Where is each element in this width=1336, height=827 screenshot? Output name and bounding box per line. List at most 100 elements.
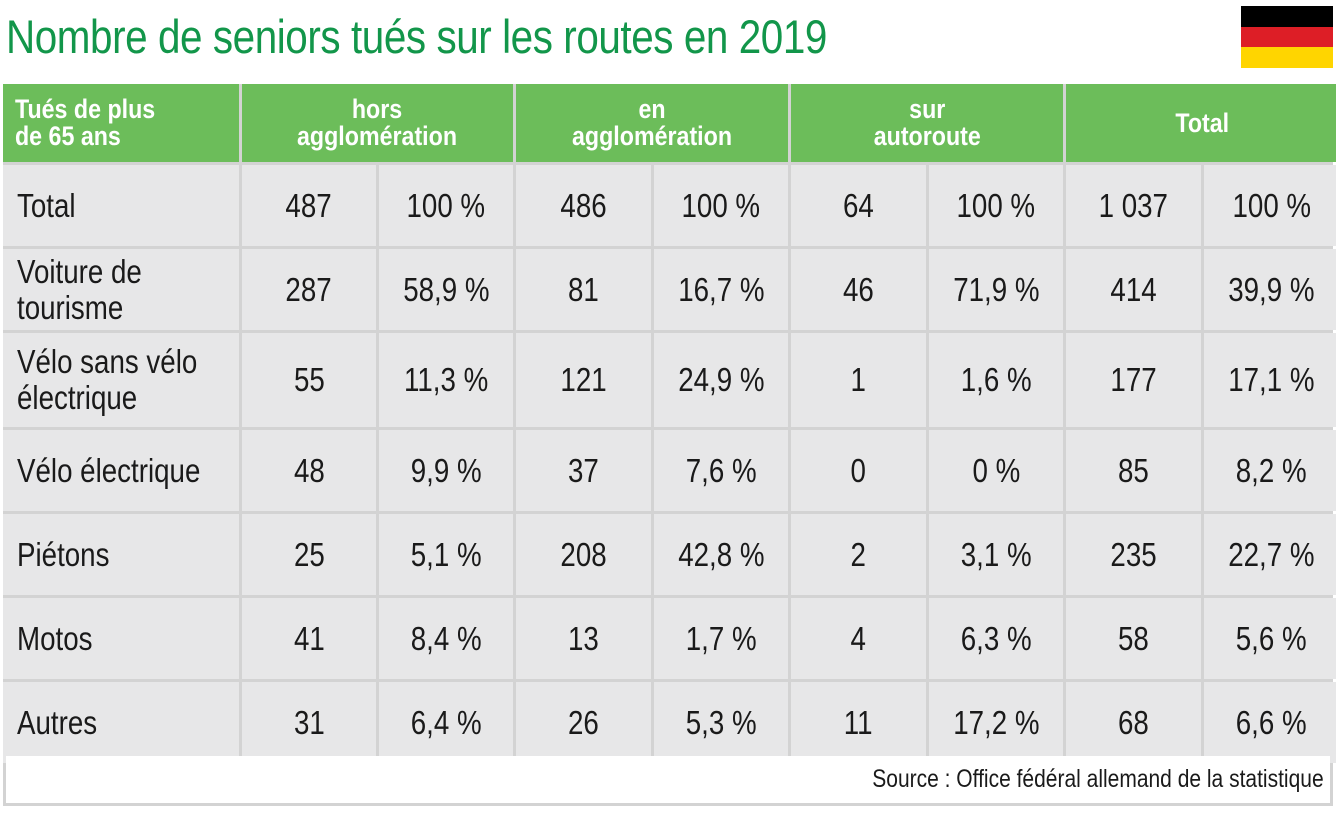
- count-cell: 13: [516, 598, 651, 679]
- count-value: 58: [1118, 619, 1149, 657]
- percent-value: 42,8 %: [677, 535, 765, 573]
- header-group-hors-agglomeration: hors agglomération: [242, 84, 513, 162]
- percent-cell: 5,1 %: [379, 514, 513, 595]
- row-label: Piétons: [17, 535, 110, 573]
- percent-value: 100 %: [406, 186, 486, 224]
- percent-value: 8,2 %: [1236, 451, 1307, 489]
- row-label: Vélo électrique: [17, 451, 201, 489]
- header-group-label: hors agglomération: [297, 94, 458, 151]
- percent-cell: 100 %: [654, 165, 788, 246]
- percent-value: 5,3 %: [685, 703, 757, 741]
- count-value: 235: [1110, 535, 1157, 573]
- header-group-label: en agglomération: [572, 94, 732, 151]
- percent-value: 9,9 %: [410, 451, 482, 489]
- german-flag-icon: [1241, 6, 1333, 69]
- percent-cell: 1,7 %: [654, 598, 788, 679]
- percent-value: 5,1 %: [410, 535, 482, 573]
- count-cell: 2: [791, 514, 926, 595]
- header-first-label: Tués de plus de 65 ans: [15, 94, 156, 151]
- count-cell: 0: [791, 430, 926, 511]
- row-label: Motos: [17, 619, 93, 657]
- row-label-cell: Autres: [3, 682, 239, 763]
- percent-cell: 22,7 %: [1204, 514, 1336, 595]
- count-cell: 177: [1066, 333, 1201, 427]
- count-cell: 46: [791, 249, 926, 330]
- count-cell: 31: [242, 682, 376, 763]
- percent-cell: 11,3 %: [379, 333, 513, 427]
- row-label-cell: Motos: [3, 598, 239, 679]
- flag-stripe-black: [1241, 6, 1333, 27]
- count-cell: 81: [516, 249, 651, 330]
- count-cell: 58: [1066, 598, 1201, 679]
- row-label: Total: [17, 186, 76, 224]
- count-cell: 486: [516, 165, 651, 246]
- count-cell: 235: [1066, 514, 1201, 595]
- percent-cell: 9,9 %: [379, 430, 513, 511]
- count-cell: 414: [1066, 249, 1201, 330]
- count-value: 2: [850, 535, 867, 573]
- count-value: 0: [850, 451, 867, 489]
- percent-value: 100 %: [956, 186, 1036, 224]
- percent-cell: 16,7 %: [654, 249, 788, 330]
- row-label: Vélo sans vélo électrique: [17, 343, 198, 416]
- percent-cell: 0 %: [929, 430, 1063, 511]
- percent-value: 0 %: [972, 451, 1020, 489]
- header-first-column: Tués de plus de 65 ans: [3, 84, 239, 162]
- count-value: 1: [850, 361, 867, 398]
- percent-value: 58,9 %: [402, 270, 490, 308]
- count-cell: 4: [791, 598, 926, 679]
- percent-cell: 6,3 %: [929, 598, 1063, 679]
- header-group-sur-autoroute: sur autoroute: [791, 84, 1063, 162]
- percent-value: 5,6 %: [1236, 619, 1307, 657]
- row-label-cell: Vélo sans vélo électrique: [3, 333, 239, 427]
- percent-cell: 7,6 %: [654, 430, 788, 511]
- percent-value: 6,6 %: [1236, 703, 1307, 741]
- count-cell: 41: [242, 598, 376, 679]
- percent-value: 100 %: [1232, 186, 1311, 224]
- count-value: 48: [293, 451, 325, 489]
- percent-cell: 8,2 %: [1204, 430, 1336, 511]
- percent-value: 6,3 %: [960, 619, 1032, 657]
- count-value: 37: [568, 451, 599, 489]
- count-value: 414: [1110, 270, 1157, 308]
- percent-cell: 42,8 %: [654, 514, 788, 595]
- percent-cell: 17,1 %: [1204, 333, 1336, 427]
- source-note: Source : Office fédéral allemand de la s…: [6, 756, 1330, 803]
- percent-cell: 58,9 %: [379, 249, 513, 330]
- count-value: 486: [560, 186, 607, 224]
- header-group-label: Total: [1175, 107, 1230, 138]
- percent-value: 7,6 %: [685, 451, 757, 489]
- percent-cell: 5,6 %: [1204, 598, 1336, 679]
- count-value: 208: [560, 535, 607, 573]
- count-cell: 48: [242, 430, 376, 511]
- page-title: Nombre de seniors tués sur les routes en…: [6, 10, 827, 63]
- count-value: 64: [843, 186, 874, 224]
- percent-value: 39,9 %: [1228, 270, 1315, 308]
- count-cell: 1 037: [1066, 165, 1201, 246]
- row-label: Autres: [17, 703, 98, 741]
- percent-value: 16,7 %: [677, 270, 765, 308]
- data-table-frame: Tués de plus de 65 ans hors agglomératio…: [3, 84, 1336, 806]
- count-cell: 64: [791, 165, 926, 246]
- percent-cell: 6,4 %: [379, 682, 513, 763]
- percent-cell: 1,6 %: [929, 333, 1063, 427]
- percent-value: 3,1 %: [960, 535, 1032, 573]
- percent-cell: 100 %: [379, 165, 513, 246]
- row-label-cell: Vélo électrique: [3, 430, 239, 511]
- count-value: 85: [1118, 451, 1149, 489]
- count-value: 31: [293, 703, 325, 741]
- count-value: 41: [293, 619, 325, 657]
- percent-value: 17,1 %: [1228, 361, 1315, 398]
- percent-cell: 8,4 %: [379, 598, 513, 679]
- count-value: 55: [293, 361, 325, 398]
- count-value: 4: [850, 619, 867, 657]
- percent-cell: 5,3 %: [654, 682, 788, 763]
- percent-cell: 39,9 %: [1204, 249, 1336, 330]
- count-value: 1 037: [1098, 186, 1169, 224]
- header-group-label: sur autoroute: [873, 94, 981, 151]
- count-value: 25: [293, 535, 325, 573]
- count-value: 487: [285, 186, 333, 224]
- percent-value: 71,9 %: [952, 270, 1040, 308]
- count-cell: 487: [242, 165, 376, 246]
- percent-value: 8,4 %: [410, 619, 482, 657]
